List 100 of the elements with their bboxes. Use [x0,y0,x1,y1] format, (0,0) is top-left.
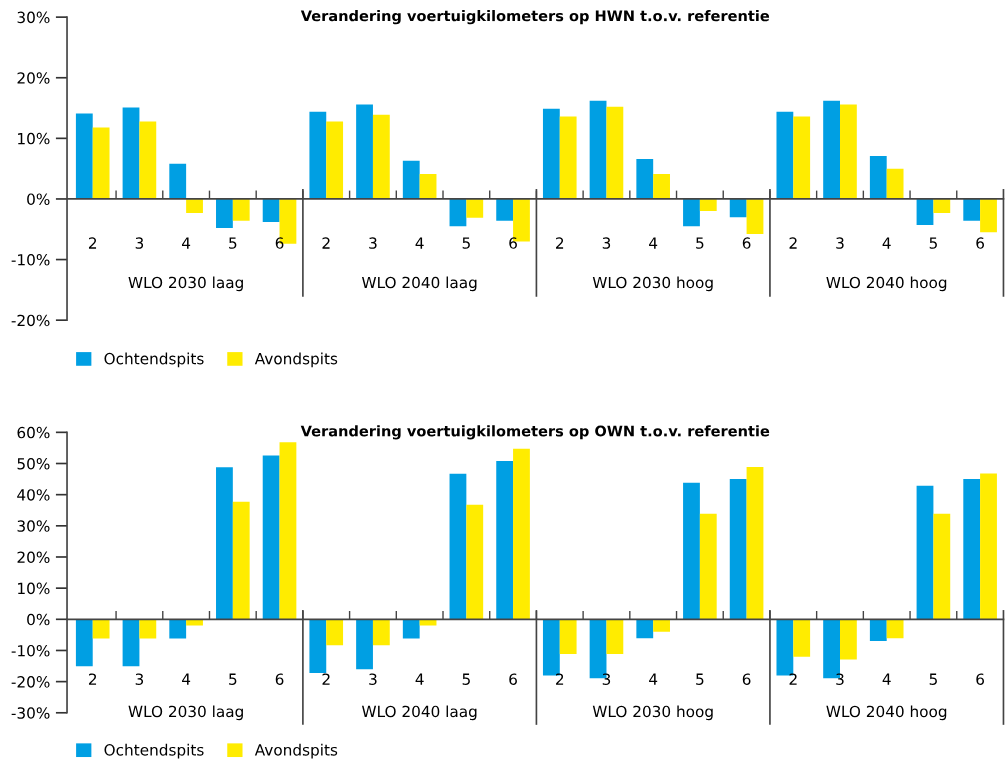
x-tick-label: 3 [836,673,844,685]
x-tick-label: 6 [509,237,517,249]
x-tick-label: 3 [602,237,611,249]
x-tick-label: 4 [649,673,658,685]
bar [232,198,250,221]
bar [636,619,654,639]
bar [840,104,857,199]
y-tick-label: -20% [11,314,50,327]
bar [262,455,280,620]
bar [653,174,670,199]
bar [793,116,811,199]
bar [122,619,140,667]
y-tick-label: -10% [11,644,50,657]
annotation: WLO 2030 hoog [592,276,713,292]
bar [746,198,764,235]
bar [513,448,530,620]
bar [963,479,981,620]
bar [559,619,577,654]
x-tick-label: 3 [602,673,611,685]
bar [326,619,344,646]
bar [372,114,390,199]
bar [262,198,280,222]
bar [186,198,203,213]
x-tick-label: 4 [882,237,891,249]
bar [746,466,764,620]
y-tick-label: 0% [27,193,50,205]
bar [466,198,484,218]
bar [356,104,373,199]
x-tick-label: 2 [789,673,797,685]
bar [356,619,373,670]
bar [92,619,110,639]
x-tick-label: 6 [976,673,985,685]
x-tick-label: 5 [929,673,937,685]
legend-label: Ochtendspits [104,352,204,368]
bar [729,198,747,218]
annotation: WLO 2030 laag [128,705,243,721]
x-tick-label: 5 [462,673,470,685]
bar [402,619,420,639]
x-tick-label: 2 [88,673,97,685]
bar [933,198,951,213]
bar [169,163,187,199]
x-tick-label: 3 [135,237,144,249]
bar [186,619,203,626]
x-tick-label: 2 [322,237,330,249]
legend-label: Avondspits [254,743,338,759]
y-tick-label: 40% [17,489,50,501]
bar [122,107,140,199]
y-tick-label: -30% [11,707,50,719]
annotation: WLO 2040 hoog [826,705,947,721]
x-tick-label: 6 [275,237,284,249]
bar [419,174,437,199]
bar [869,619,887,642]
annotation: WLO 2030 laag [128,276,243,292]
x-tick-label: 4 [182,237,191,249]
x-tick-label: 2 [556,237,564,249]
x-tick-label: 2 [789,237,797,249]
bar [916,198,934,226]
bar [326,121,344,199]
x-tick-label: 4 [182,673,191,685]
bar [542,108,560,199]
bar [699,513,717,620]
y-tick-label: -20% [11,676,50,688]
y-tick-label: 20% [17,72,50,84]
x-tick-label: 6 [275,673,284,685]
x-tick-label: 4 [415,673,424,685]
bar [869,155,887,199]
bar [886,168,904,199]
bar [496,198,514,221]
bar [840,619,857,660]
bar [449,473,467,620]
bar [636,158,654,199]
bar [980,473,997,620]
bar [139,619,157,639]
x-tick-label: 5 [229,237,237,249]
bar [729,479,747,620]
x-tick-label: 4 [882,673,891,685]
bar [496,461,514,620]
x-tick-label: 4 [649,237,658,249]
bar [139,121,157,199]
bar [372,619,390,646]
x-tick-label: 5 [696,237,704,249]
x-tick-label: 3 [369,673,377,685]
y-tick-label: 10% [18,582,50,595]
bar [466,504,484,620]
bar [216,198,233,229]
x-tick-label: 2 [88,237,97,249]
bar [232,501,250,620]
bar [886,619,904,639]
chart-title: Verandering voertuigkilometers op OWN t.o.v. referentie [300,425,770,440]
x-tick-label: 5 [462,237,470,249]
x-tick-label: 5 [229,673,237,685]
bar [980,198,997,233]
x-tick-label: 4 [415,237,424,249]
legend-label: Ochtendspits [104,743,204,759]
bar [933,513,951,620]
bar [606,619,624,654]
chart-title: Verandering voertuigkilometers op HWN t.o.v. referentie [300,10,770,25]
bar [279,442,297,620]
bar [92,127,110,199]
bar [309,619,327,673]
